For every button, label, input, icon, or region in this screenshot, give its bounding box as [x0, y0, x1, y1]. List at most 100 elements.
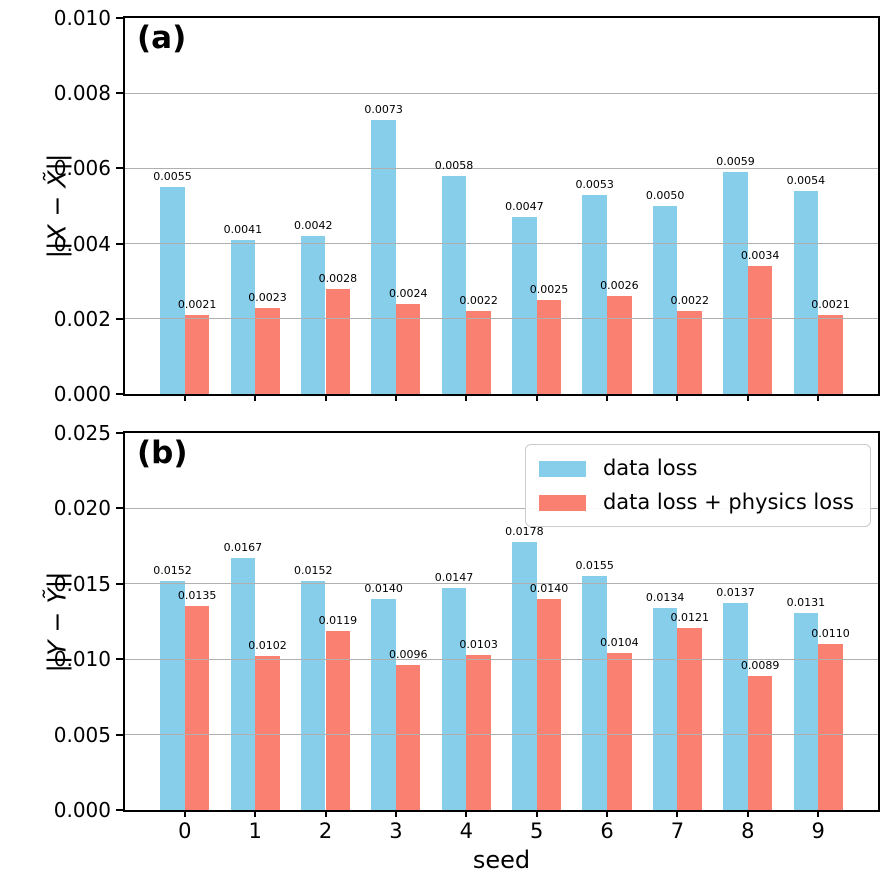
bar-seed7-series0 [652, 206, 678, 394]
x-tick-label: 5 [530, 819, 544, 843]
bar-seed4-series0 [441, 588, 467, 810]
y-tick-mark [116, 432, 123, 434]
gridline [125, 583, 878, 585]
x-tick-mark [606, 810, 609, 817]
bar-value-label: 0.0042 [294, 219, 333, 233]
x-tick-label: 7 [670, 819, 685, 843]
x-tick-label: 9 [811, 819, 825, 843]
bar-value-label: 0.0047 [505, 200, 544, 214]
bar-value-label: 0.0178 [505, 524, 544, 538]
x-tick-mark [606, 394, 609, 401]
bar-value-label: 0.0155 [575, 559, 614, 573]
bar-seed3-series0 [371, 119, 396, 394]
bar-seed6-series1 [607, 296, 632, 394]
bar-seed5-series1 [536, 598, 562, 810]
x-tick-mark [183, 810, 186, 817]
x-tick-mark [394, 394, 397, 401]
bar-seed4-series0 [441, 175, 467, 394]
bar-value-label: 0.0041 [223, 222, 263, 236]
bar-seed6-series0 [582, 576, 607, 810]
x-tick-mark [535, 394, 538, 401]
bar-seed7-series1 [677, 627, 702, 810]
gridline [125, 734, 878, 736]
y-tick-label: 0.000 [53, 798, 111, 822]
y-tick-mark [116, 507, 123, 510]
bar-seed0-series1 [184, 315, 210, 394]
x-tick-mark [535, 810, 538, 817]
x-tick-mark [465, 394, 468, 401]
x-tick-mark [324, 394, 327, 401]
bar-seed2-series1 [325, 630, 351, 810]
bar-value-label: 0.0102 [248, 639, 287, 653]
bar-seed4-series1 [466, 311, 491, 394]
y-tick-mark [116, 92, 123, 95]
gridline [125, 167, 878, 169]
bar-value-label: 0.0167 [223, 541, 263, 555]
bar-value-label: 0.0053 [575, 177, 614, 191]
gridline [125, 243, 878, 245]
y-tick-label: 0.005 [53, 722, 111, 747]
y-tick-label: 0.020 [53, 496, 111, 521]
bar-value-label: 0.0089 [740, 658, 780, 672]
x-tick-mark [324, 810, 327, 817]
legend-label-data-physics-loss: data loss + physics loss [602, 490, 854, 514]
bar-value-label: 0.0021 [811, 298, 850, 311]
y-tick-label: 0.015 [53, 571, 111, 596]
bar-seed7-series0 [652, 607, 678, 810]
bar-seed8-series0 [723, 603, 748, 810]
bar-value-label: 0.0104 [600, 636, 639, 650]
y-tick-label: 0.000 [53, 382, 111, 406]
bar-seed4-series1 [466, 654, 491, 810]
panel-a-ylabel: ||X − X̃|| [42, 153, 72, 259]
bar-seed6-series1 [607, 653, 632, 810]
x-tick-label: 8 [741, 819, 755, 843]
x-tick-mark [676, 810, 679, 817]
bar-value-label: 0.0034 [740, 249, 780, 263]
bar-seed0-series0 [160, 580, 185, 810]
y-tick-label: 0.008 [53, 81, 111, 106]
bar-value-label: 0.0147 [434, 571, 474, 585]
bar-value-label: 0.0152 [153, 563, 192, 577]
bar-seed1-series1 [255, 307, 280, 394]
bar-value-label: 0.0121 [670, 610, 710, 624]
bar-value-label: 0.0134 [645, 590, 685, 604]
x-tick-label: 3 [389, 819, 403, 843]
y-tick-mark [116, 733, 123, 736]
bar-value-label: 0.0140 [364, 581, 403, 595]
legend-item-data-physics-loss: data loss + physics loss [538, 490, 854, 515]
y-tick-label: 0.006 [53, 156, 111, 181]
bar-seed8-series0 [723, 172, 748, 394]
x-tick-mark [183, 394, 186, 401]
bar-seed9-series0 [793, 612, 819, 810]
bar-value-label: 0.0054 [786, 174, 826, 187]
bar-seed2-series0 [300, 236, 326, 394]
bar-value-label: 0.0026 [600, 279, 639, 293]
bar-seed2-series0 [300, 580, 326, 810]
x-tick-mark [254, 810, 257, 817]
y-tick-mark [116, 317, 123, 320]
bar-seed1-series1 [255, 656, 280, 810]
y-tick-mark [116, 17, 123, 19]
x-tick-label: 4 [459, 819, 473, 843]
y-tick-label: 0.010 [53, 6, 111, 30]
x-tick-mark [746, 394, 749, 401]
y-tick-mark [116, 242, 123, 245]
bar-seed5-series0 [512, 541, 537, 810]
y-tick-mark [116, 658, 123, 661]
x-tick-label: 6 [600, 819, 614, 843]
x-tick-label: 1 [248, 819, 262, 843]
y-tick-label: 0.010 [53, 647, 111, 672]
bar-value-label: 0.0022 [670, 294, 710, 308]
bar-seed9-series1 [818, 315, 843, 394]
bar-value-label: 0.0055 [153, 170, 192, 184]
bar-seed0-series1 [184, 606, 210, 810]
x-tick-mark [817, 394, 820, 401]
bar-value-label: 0.0025 [529, 283, 569, 296]
bar-value-label: 0.0103 [459, 637, 498, 651]
bar-value-label: 0.0023 [248, 290, 287, 304]
x-tick-mark [394, 810, 397, 817]
gridline [125, 507, 878, 509]
y-tick-mark [116, 167, 123, 170]
x-tick-mark [465, 810, 468, 817]
